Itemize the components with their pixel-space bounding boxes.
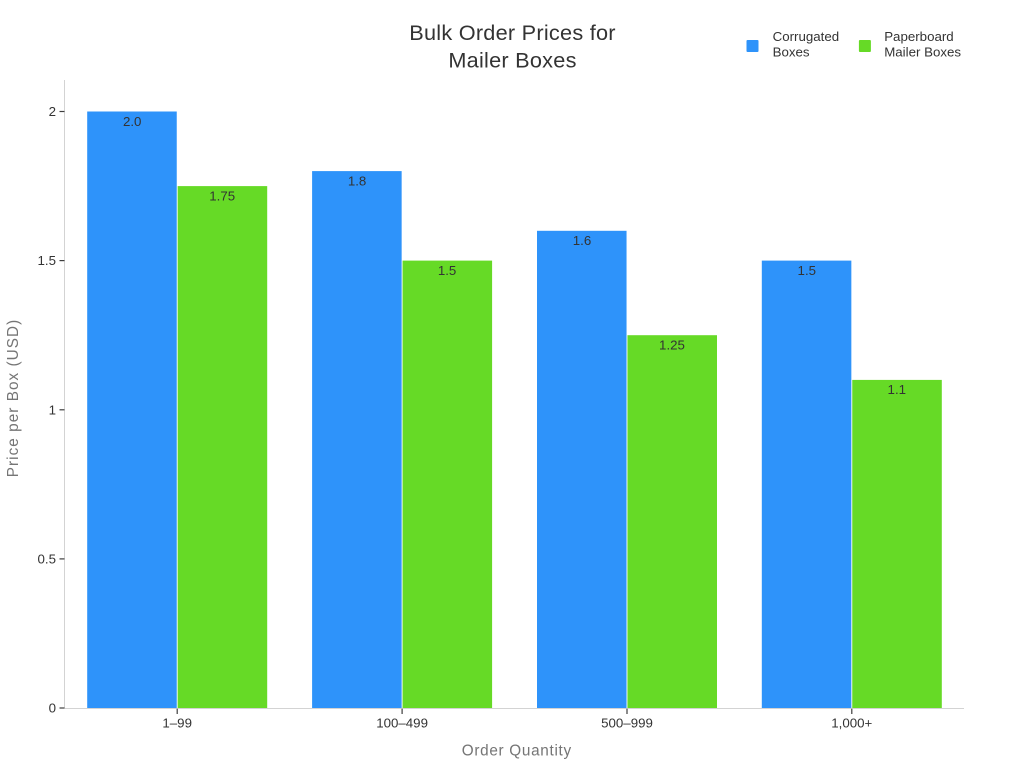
svg-text:0: 0 xyxy=(49,701,56,716)
svg-text:2: 2 xyxy=(49,104,56,119)
svg-text:1.5: 1.5 xyxy=(438,263,457,278)
svg-text:500–999: 500–999 xyxy=(601,715,653,730)
svg-text:1.5: 1.5 xyxy=(38,253,57,268)
svg-text:1: 1 xyxy=(49,402,56,417)
svg-text:1.6: 1.6 xyxy=(573,233,592,248)
svg-text:100–499: 100–499 xyxy=(376,715,428,730)
svg-text:Boxes: Boxes xyxy=(773,45,810,60)
svg-text:1.5: 1.5 xyxy=(798,263,817,278)
svg-text:Bulk Order Prices for: Bulk Order Prices for xyxy=(409,20,616,45)
svg-text:0.5: 0.5 xyxy=(38,552,57,567)
svg-text:Price per Box (USD): Price per Box (USD) xyxy=(5,319,22,478)
svg-text:1.1: 1.1 xyxy=(888,382,907,397)
svg-text:1.25: 1.25 xyxy=(659,338,685,353)
svg-text:Paperboard: Paperboard xyxy=(884,29,954,44)
svg-text:2.0: 2.0 xyxy=(123,114,142,129)
svg-text:1,000+: 1,000+ xyxy=(831,715,872,730)
svg-text:Mailer Boxes: Mailer Boxes xyxy=(884,45,961,60)
svg-text:1.75: 1.75 xyxy=(209,188,235,203)
svg-text:1–99: 1–99 xyxy=(162,715,192,730)
svg-text:Order Quantity: Order Quantity xyxy=(462,742,572,759)
svg-text:Corrugated: Corrugated xyxy=(773,29,840,44)
svg-text:Mailer Boxes: Mailer Boxes xyxy=(448,47,576,72)
svg-text:1.8: 1.8 xyxy=(348,173,367,188)
